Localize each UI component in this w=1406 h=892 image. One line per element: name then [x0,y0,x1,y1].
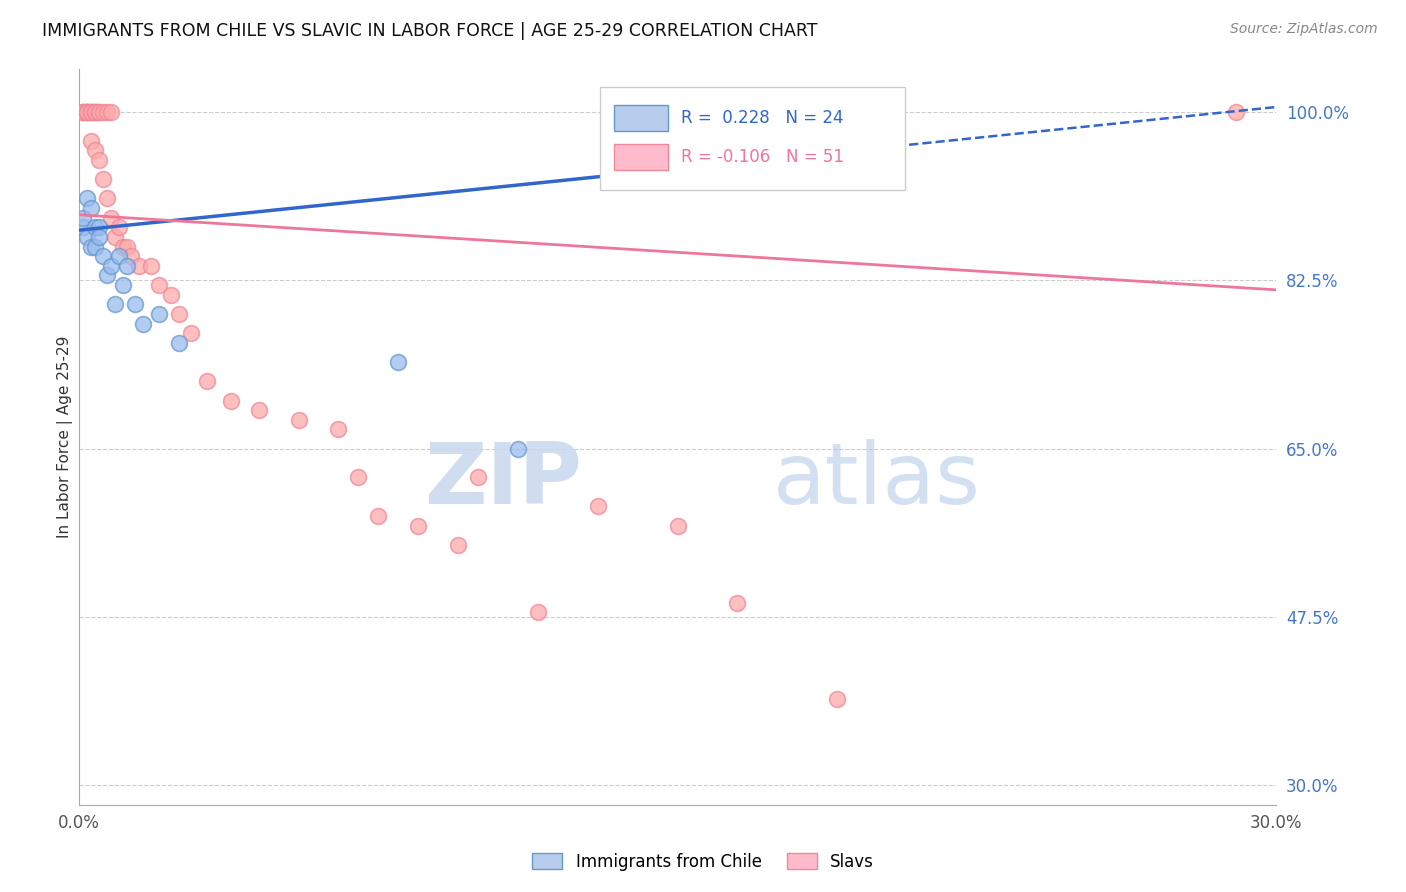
Point [87,104,110,119]
Point [76,104,98,119]
Point [139,259,162,273]
Point [80,104,103,119]
Point [96,104,118,119]
Point [76,104,98,119]
FancyBboxPatch shape [614,144,668,169]
Point [247,403,270,417]
Point [328,422,350,436]
Point [406,518,429,533]
Point [80,239,103,253]
Point [72,220,94,235]
Point [167,335,190,350]
Point [100,104,122,119]
Point [87,153,110,167]
Point [132,317,155,331]
Text: Source: ZipAtlas.com: Source: ZipAtlas.com [1230,22,1378,37]
Point [87,230,110,244]
Point [506,442,529,456]
Point [347,470,370,484]
Point [167,307,190,321]
Point [120,249,142,263]
Point [84,104,107,119]
Point [72,104,94,119]
Text: ZIP: ZIP [425,439,582,523]
Point [387,355,409,369]
Point [100,211,122,225]
Point [72,211,94,225]
Point [195,374,218,388]
Text: atlas: atlas [773,439,981,523]
Point [80,201,103,215]
Point [124,297,146,311]
Point [219,393,242,408]
FancyBboxPatch shape [600,87,905,190]
Point [160,287,183,301]
Point [104,230,127,244]
Point [80,104,103,119]
Text: R =  0.228   N = 24: R = 0.228 N = 24 [681,109,844,127]
Point [91,249,114,263]
Point [111,239,134,253]
Point [80,104,103,119]
Text: IMMIGRANTS FROM CHILE VS SLAVIC IN LABOR FORCE | AGE 25-29 CORRELATION CHART: IMMIGRANTS FROM CHILE VS SLAVIC IN LABOR… [42,22,818,40]
Point [108,249,131,263]
Point [367,508,389,523]
Point [84,220,107,235]
Point [467,470,489,484]
Point [96,191,118,205]
Point [91,104,114,119]
Point [72,104,94,119]
Point [104,297,127,311]
Point [108,220,131,235]
Point [527,605,550,619]
Point [91,172,114,186]
Point [128,259,150,273]
Point [115,259,138,273]
Point [180,326,202,340]
FancyBboxPatch shape [614,105,668,131]
Point [96,268,118,283]
Point [76,230,98,244]
Point [447,538,470,552]
Point [148,278,170,293]
Point [80,134,103,148]
Point [76,104,98,119]
Point [84,239,107,253]
Point [76,191,98,205]
Point [72,104,94,119]
Point [100,259,122,273]
Point [115,239,138,253]
Point [725,596,748,610]
Point [825,691,848,706]
Point [866,104,889,119]
Y-axis label: In Labor Force | Age 25-29: In Labor Force | Age 25-29 [58,335,73,538]
Point [76,104,98,119]
Point [111,278,134,293]
Point [148,307,170,321]
Point [287,413,309,427]
Point [586,500,609,514]
Legend: Immigrants from Chile, Slavs: Immigrants from Chile, Slavs [524,845,882,880]
Point [1225,104,1247,119]
Text: R = -0.106   N = 51: R = -0.106 N = 51 [681,148,844,166]
Point [84,104,107,119]
Point [666,518,689,533]
Point [87,220,110,235]
Point [84,104,107,119]
Point [84,144,107,158]
Point [87,104,110,119]
